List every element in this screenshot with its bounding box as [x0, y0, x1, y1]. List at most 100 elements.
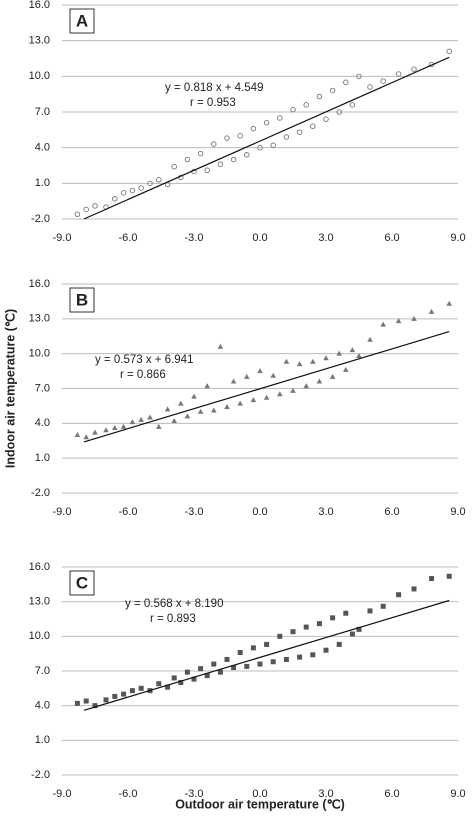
point [316, 621, 322, 627]
x-tick-label: 3.0 [318, 788, 333, 800]
y-tick-label: 7.0 [35, 106, 50, 118]
panel-label: A [76, 11, 88, 30]
point [230, 378, 237, 384]
point [303, 102, 309, 108]
y-tick-label: 16.0 [29, 0, 50, 11]
point [277, 115, 283, 121]
panel-label: C [76, 573, 88, 592]
point [237, 400, 243, 406]
point [367, 336, 373, 342]
point [356, 352, 362, 358]
point [395, 71, 402, 77]
point [237, 133, 243, 139]
x-tick-label: -6.0 [119, 506, 138, 518]
point [92, 703, 98, 709]
point [428, 308, 435, 314]
point [211, 407, 217, 413]
point [277, 633, 283, 639]
point [303, 624, 309, 630]
point [356, 626, 362, 632]
point [230, 156, 237, 163]
point [138, 685, 144, 691]
point [343, 366, 349, 372]
point [121, 691, 127, 697]
point [446, 300, 452, 306]
point [138, 185, 144, 191]
y-tick-label: 16.0 [29, 561, 50, 573]
point [310, 358, 316, 364]
point [250, 645, 256, 651]
x-tick-label: 0.0 [252, 788, 267, 800]
point [330, 615, 336, 621]
point [83, 206, 89, 213]
x-tick-label: -9.0 [53, 232, 72, 244]
point [264, 641, 270, 647]
trendline [83, 56, 450, 220]
point [380, 603, 386, 609]
trendline [83, 599, 450, 711]
point [138, 416, 144, 422]
point [277, 391, 283, 397]
point [178, 400, 184, 406]
point [211, 141, 217, 147]
point [349, 347, 356, 353]
x-tick-label: 0.0 [252, 232, 267, 244]
point [310, 123, 316, 130]
point [329, 87, 336, 94]
point [290, 387, 296, 393]
point [356, 73, 362, 80]
x-tick-label: -9.0 [53, 788, 72, 800]
y-tick-label: 10.0 [29, 70, 50, 82]
point [283, 656, 289, 662]
point [343, 79, 349, 86]
equation: y = 0.573 x + 6.941 [95, 354, 193, 366]
x-tick-label: -3.0 [185, 506, 204, 518]
trendline [83, 331, 450, 443]
point [156, 681, 162, 687]
x-tick-label: 6.0 [384, 232, 399, 244]
point [120, 423, 127, 429]
x-tick-label: -9.0 [53, 506, 72, 518]
point [429, 576, 435, 582]
point [257, 368, 263, 374]
point [171, 163, 177, 170]
y-tick-label: 1.0 [35, 177, 50, 189]
point [336, 109, 342, 115]
point [191, 676, 197, 682]
panel-label-box [69, 8, 95, 34]
y-tick-label: -2.0 [31, 213, 50, 225]
x-tick-label: 9.0 [450, 788, 465, 800]
y-tick-label: 13.0 [29, 313, 50, 325]
point [336, 641, 342, 647]
point [191, 393, 197, 399]
point [250, 397, 257, 403]
point [244, 152, 250, 158]
point [411, 586, 417, 592]
point [83, 698, 89, 704]
point [129, 419, 136, 425]
panel-label: B [76, 290, 88, 309]
point [112, 196, 118, 202]
r-value: r = 0.866 [120, 369, 166, 381]
y-tick-label: 4.0 [35, 417, 50, 429]
point [290, 629, 296, 635]
point [250, 125, 257, 132]
point [296, 129, 303, 135]
point [257, 144, 263, 151]
point [171, 675, 177, 681]
x-tick-label: -6.0 [119, 788, 138, 800]
x-tick-label: 9.0 [450, 506, 465, 518]
point [349, 631, 355, 637]
point [197, 150, 204, 157]
point [156, 177, 162, 183]
point [204, 673, 210, 679]
point [129, 688, 135, 694]
point [92, 429, 98, 435]
point [297, 654, 303, 660]
point [323, 116, 329, 122]
point [380, 321, 386, 327]
x-tick-label: 6.0 [384, 788, 399, 800]
y-tick-label: 1.0 [35, 452, 50, 464]
x-tick-label: 6.0 [384, 506, 399, 518]
